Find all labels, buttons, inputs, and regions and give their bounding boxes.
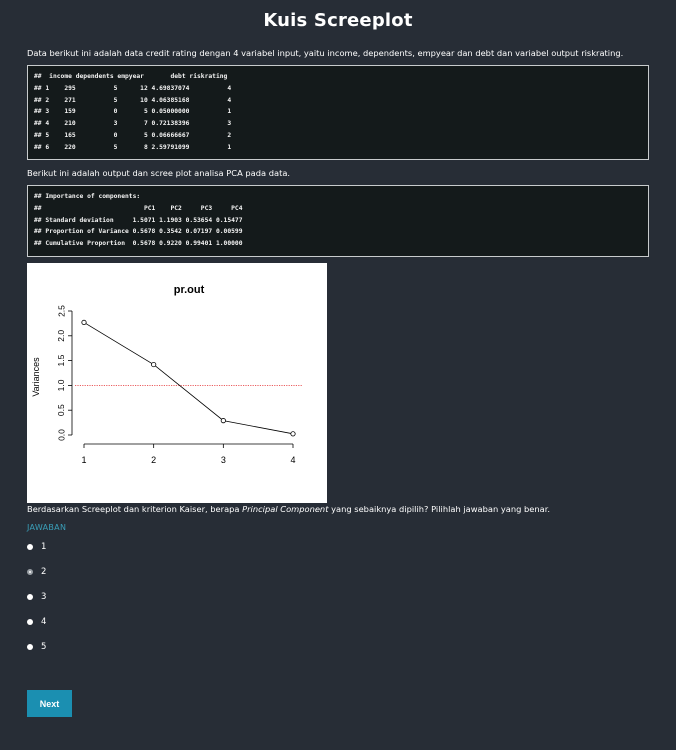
code-line: ## Cumulative Proportion 0.5678 0.9220 0… — [34, 240, 243, 248]
code-line: ## 1 295 5 12 4.69837074 4 — [34, 84, 232, 92]
option-label: 3 — [41, 592, 47, 602]
x-tick-label: 4 — [290, 455, 295, 465]
x-tick-label: 2 — [151, 455, 156, 465]
page-title: Kuis Screeplot — [263, 10, 413, 31]
y-tick-label: 2.5 — [56, 305, 66, 317]
question-text: Berdasarkan Screeplot dan kriterion Kais… — [27, 503, 550, 515]
pca-intro-text: Berikut ini adalah output dan scree plot… — [27, 168, 291, 178]
data-code-block: ## income dependents empyear debt riskra… — [27, 65, 649, 160]
next-button[interactable]: Next — [27, 690, 72, 717]
option-label: 1 — [41, 542, 47, 552]
x-tick-label: 3 — [221, 455, 226, 465]
code-line: ## 6 220 5 8 2.59791099 1 — [34, 143, 232, 151]
y-tick-label: 0.5 — [56, 404, 66, 416]
x-tick-label: 1 — [81, 455, 86, 465]
code-line: ## PC1 PC2 PC3 PC4 — [34, 204, 243, 212]
radio-button[interactable] — [27, 619, 33, 625]
y-tick-label: 1.0 — [56, 379, 66, 391]
question-suffix: yang sebaiknya dipilih? Pilihlah jawaban… — [328, 504, 551, 514]
code-line: ## 4 210 3 7 0.72138396 3 — [34, 120, 232, 128]
y-axis-label: Variances — [31, 357, 41, 397]
code-line: ## 5 165 0 5 0.06666667 2 — [34, 131, 232, 139]
radio-button-selected[interactable] — [27, 569, 33, 575]
code-line: ## Importance of components: — [34, 193, 141, 200]
y-tick-label: 0.0 — [56, 429, 66, 441]
option-1[interactable]: 1 — [27, 540, 46, 554]
code-line: ## Standard deviation 1.5071 1.1903 0.53… — [34, 216, 243, 224]
radio-button[interactable] — [27, 544, 33, 550]
scree-plot-svg: pr.out Variances 0.0 0.5 1.0 1.5 2.0 2.5 1 2 3 4 — [31, 284, 302, 465]
radio-button[interactable] — [27, 594, 33, 600]
answer-label: JAWABAN — [27, 523, 67, 532]
chart-title: pr.out — [174, 284, 205, 296]
y-tick-label: 1.5 — [56, 354, 66, 366]
option-4[interactable]: 4 — [27, 615, 46, 629]
option-label: 2 — [41, 567, 47, 577]
intro-text: Data berikut ini adalah data credit rati… — [27, 48, 624, 58]
y-tick-label: 2.0 — [56, 330, 66, 342]
option-3[interactable]: 3 — [27, 590, 46, 604]
series-line — [83, 322, 294, 435]
code-line: ## income dependents empyear debt riskra… — [34, 73, 228, 80]
data-point — [81, 319, 87, 326]
option-5[interactable]: 5 — [27, 640, 46, 654]
data-point — [151, 361, 157, 368]
question-emphasis: Principal Component — [242, 504, 329, 514]
data-point — [220, 418, 226, 424]
code-line: ## 3 159 0 5 0.05000000 1 — [34, 108, 232, 116]
pca-code-block: ## Importance of components: ## PC1 PC2 … — [27, 185, 649, 257]
radio-button[interactable] — [27, 644, 33, 650]
code-line: ## Proportion of Variance 0.5678 0.3542 … — [34, 228, 243, 236]
option-2[interactable]: 2 — [27, 565, 46, 579]
scree-plot: pr.out Variances 0.0 0.5 1.0 1.5 2.0 2.5 1 2 3 4 — [27, 263, 327, 503]
question-prefix: Berdasarkan Screeplot dan kriterion Kais… — [27, 504, 243, 514]
data-point — [290, 431, 296, 437]
option-label: 4 — [41, 617, 47, 627]
option-label: 5 — [41, 642, 47, 652]
code-line: ## 2 271 5 10 4.06385168 4 — [34, 96, 232, 104]
